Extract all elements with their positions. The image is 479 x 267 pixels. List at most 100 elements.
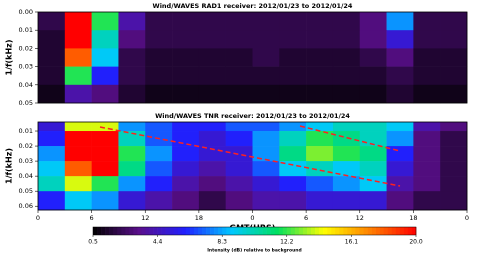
y-tick-label: 0.02: [19, 142, 33, 150]
heat-cell: [332, 48, 361, 67]
colorbar-segment: [117, 227, 122, 235]
colorbar-tick-label: 8.3: [217, 239, 227, 246]
colorbar-segment: [113, 227, 118, 235]
colorbar-segment: [157, 227, 162, 235]
y-tick-label: 0.05: [19, 187, 33, 195]
heat-cell: [413, 48, 441, 67]
heat-cell: [359, 122, 387, 132]
heat-cell: [413, 30, 441, 49]
colorbar-segment: [282, 227, 288, 235]
heat-cell: [413, 191, 441, 211]
heat-cell: [359, 12, 387, 31]
heat-cell: [118, 191, 146, 211]
heat-cell: [225, 122, 253, 132]
colorbar-segment: [218, 227, 223, 235]
heat-cell: [91, 161, 119, 177]
colorbar-segment: [177, 227, 183, 235]
colorbar-segment: [311, 227, 316, 235]
heat-cell: [118, 176, 146, 192]
colorbar-segment: [173, 227, 179, 235]
heat-cell: [252, 48, 280, 67]
heat-cell: [118, 146, 146, 162]
heat-cell: [145, 30, 173, 49]
colorbar-segment: [105, 227, 110, 235]
x-tick-label: 0: [36, 214, 40, 222]
heat-cell: [252, 191, 280, 211]
colorbar-segment: [258, 227, 263, 235]
colorbar-segment: [286, 227, 292, 235]
heat-cell: [359, 146, 387, 162]
colorbar-segment: [266, 227, 271, 235]
heat-cell: [279, 48, 307, 67]
heat-cell: [91, 12, 119, 31]
heat-cell: [386, 176, 414, 192]
colorbar-segment: [238, 227, 243, 235]
colorbar-segment: [363, 227, 368, 235]
heat-cell: [386, 161, 414, 177]
heat-cell: [225, 84, 253, 104]
heat-cell: [440, 12, 468, 31]
plot-frame: [37, 11, 468, 104]
heat-cell: [306, 48, 334, 67]
colorbar-segment: [242, 227, 247, 235]
heat-cell: [386, 146, 414, 162]
colorbar-segment: [294, 227, 300, 235]
heat-cell: [440, 30, 468, 49]
heat-cell: [145, 12, 173, 31]
heat-cell: [386, 48, 414, 67]
x-tick-label: 18: [195, 214, 203, 222]
colorbar-label: Intensity (dB) relative to background: [207, 248, 301, 254]
colorbar-segment: [331, 227, 336, 235]
colorbar-tick-label: 20.0: [409, 239, 423, 246]
colorbar-segment: [355, 227, 360, 235]
colorbar-segment: [407, 227, 413, 235]
colorbar-segment: [319, 227, 324, 235]
colorbar-tick-label: 0.5: [88, 239, 98, 246]
heat-cell: [332, 146, 361, 162]
heat-cell: [64, 131, 92, 147]
y-tick-label: 0.03: [19, 157, 33, 165]
x-tick-label: 0: [250, 214, 254, 222]
colorbar-segment: [327, 227, 332, 235]
heat-cell: [38, 48, 66, 67]
heat-cell: [172, 122, 200, 132]
heat-cell: [332, 191, 361, 211]
heat-cell: [332, 66, 361, 86]
heat-cell: [38, 161, 66, 177]
heat-cell: [225, 30, 253, 49]
heat-cell: [225, 191, 253, 211]
heat-cell: [279, 176, 307, 192]
heat-cell: [413, 131, 441, 147]
colorbar-segment: [230, 227, 235, 235]
colorbar-segment: [270, 227, 275, 235]
heat-cell: [413, 66, 441, 86]
colorbar-segment: [290, 227, 296, 235]
colorbar-segment: [181, 227, 187, 235]
colorbar-segment: [214, 227, 219, 235]
heat-cell: [172, 146, 200, 162]
colorbar-segment: [226, 227, 231, 235]
colorbar-segment: [189, 227, 195, 235]
heat-cell: [172, 191, 200, 211]
heat-cell: [359, 191, 387, 211]
heat-cell: [64, 176, 92, 192]
colorbar-segment: [274, 227, 280, 235]
heat-cell: [306, 30, 334, 49]
colorbar-segment: [302, 227, 308, 235]
heat-cell: [306, 122, 334, 132]
heat-cell: [332, 161, 361, 177]
drift-line: [99, 126, 401, 187]
heat-cell: [413, 12, 441, 31]
heat-cell: [172, 12, 200, 31]
heat-cell: [91, 48, 119, 67]
heat-cell: [279, 146, 307, 162]
heat-cell: [38, 30, 66, 49]
heat-cell: [91, 176, 119, 192]
colorbar-segment: [399, 227, 405, 235]
heat-cell: [172, 176, 200, 192]
heat-cell: [172, 84, 200, 104]
heat-cell: [64, 30, 92, 49]
heat-cell: [252, 30, 280, 49]
colorbar-segment: [250, 227, 255, 235]
colorbar-tick-label: 16.1: [345, 239, 359, 246]
